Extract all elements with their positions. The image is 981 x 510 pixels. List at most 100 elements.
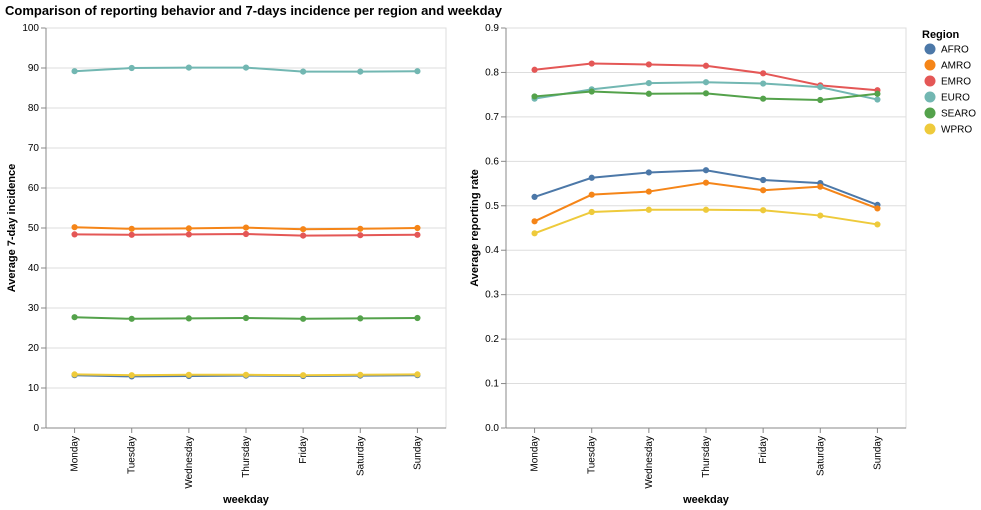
data-point xyxy=(874,90,881,97)
y-tick-label: 100 xyxy=(22,23,39,34)
data-point xyxy=(702,79,710,86)
data-point xyxy=(645,188,652,195)
series-amro xyxy=(531,179,881,225)
legend-item-euro: EURO xyxy=(924,91,970,104)
data-point xyxy=(128,315,135,322)
data-point xyxy=(71,68,78,75)
x-axis-title: weekday xyxy=(222,494,270,506)
series-afro xyxy=(531,167,881,208)
data-point xyxy=(645,90,652,97)
legend-label: AFRO xyxy=(941,45,969,56)
legend-label: EURO xyxy=(941,93,970,104)
data-point xyxy=(242,371,250,378)
data-point xyxy=(645,80,652,87)
data-point xyxy=(702,179,710,186)
x-tick-label: Wednesday xyxy=(184,436,195,489)
data-point xyxy=(242,230,250,238)
x-tick-label: Tuesday xyxy=(587,436,598,474)
data-point xyxy=(300,232,307,239)
data-point xyxy=(874,96,881,103)
legend-label: SEARO xyxy=(941,109,976,120)
y-tick-label: 60 xyxy=(28,183,40,194)
data-point xyxy=(242,314,250,322)
data-point xyxy=(300,372,307,379)
data-point xyxy=(531,66,538,73)
y-tick-label: 0.0 xyxy=(485,423,499,434)
data-point xyxy=(414,371,421,378)
data-point xyxy=(300,226,307,233)
y-tick-label: 30 xyxy=(28,303,40,314)
legend-swatch xyxy=(924,123,936,135)
chart-title: Comparison of reporting behavior and 7-d… xyxy=(5,3,503,18)
series-euro xyxy=(71,64,421,75)
chart-panel-2: 0.0 0.1 0.2 0.3 0.4 0.5 0.6 0.7 0.8 0.9 Monday Tues… xyxy=(469,23,907,506)
data-point xyxy=(874,205,881,212)
data-point xyxy=(357,232,364,239)
data-point xyxy=(242,64,250,71)
y-tick-label: 0.6 xyxy=(485,156,499,167)
data-point xyxy=(702,206,710,213)
legend-item-searo: SEARO xyxy=(924,107,976,120)
y-tick-label: 0 xyxy=(33,423,39,434)
data-point xyxy=(128,231,135,238)
y-axis-title: Average reporting rate xyxy=(469,169,481,287)
series-searo xyxy=(71,314,421,322)
data-point xyxy=(817,212,824,219)
y-tick-label: 0.9 xyxy=(485,23,499,34)
data-point xyxy=(645,206,652,213)
x-tick-label: Tuesday xyxy=(127,436,138,474)
y-tick-label: 90 xyxy=(28,63,40,74)
legend-swatch xyxy=(924,43,936,55)
data-point xyxy=(414,68,421,75)
data-point xyxy=(185,231,192,238)
y-axis-title: Average 7-day incidence xyxy=(6,164,18,293)
data-point xyxy=(300,68,307,75)
x-tick-label: Thursday xyxy=(241,436,252,478)
data-point xyxy=(71,231,78,238)
y-tick-label: 40 xyxy=(28,263,40,274)
legend-swatch xyxy=(924,91,936,103)
data-point xyxy=(588,208,595,216)
data-point xyxy=(588,174,595,181)
data-point xyxy=(300,315,307,322)
y-tick-label: 20 xyxy=(28,343,40,354)
x-tick-label: Sunday xyxy=(872,436,883,470)
series-wpro xyxy=(531,206,881,237)
legend-label: AMRO xyxy=(941,61,971,72)
x-tick-label: Friday xyxy=(298,436,309,464)
data-point xyxy=(71,314,78,321)
data-point xyxy=(760,176,767,184)
y-tick-label: 80 xyxy=(28,103,40,114)
x-tick-label: Thursday xyxy=(701,436,712,478)
data-point xyxy=(242,224,250,231)
y-tick-label: 0.7 xyxy=(485,112,499,123)
legend-label: WPRO xyxy=(941,125,972,136)
legend-label: EMRO xyxy=(941,77,971,88)
data-point xyxy=(357,225,364,232)
y-tick-label: 70 xyxy=(28,143,40,154)
legend-swatch xyxy=(924,107,936,119)
data-point xyxy=(414,231,421,238)
data-point xyxy=(357,68,364,75)
data-point xyxy=(702,62,710,69)
data-point xyxy=(760,80,767,87)
x-tick-label: Friday xyxy=(758,436,769,464)
data-point xyxy=(817,183,824,190)
x-tick-label: Saturday xyxy=(355,436,366,476)
data-point xyxy=(531,193,538,200)
series-wpro xyxy=(71,371,421,379)
legend-item-afro: AFRO xyxy=(924,43,969,56)
data-point xyxy=(817,84,824,91)
legend-title: Region xyxy=(922,29,960,41)
data-point xyxy=(414,314,421,322)
data-point xyxy=(185,315,192,322)
data-point xyxy=(760,95,767,102)
data-point xyxy=(531,93,538,100)
data-point xyxy=(588,88,595,95)
legend-item-wpro: WPRO xyxy=(924,123,972,136)
data-point xyxy=(645,169,652,176)
y-tick-label: 0.3 xyxy=(485,290,499,301)
series-line xyxy=(534,169,878,206)
y-tick-label: 10 xyxy=(28,383,40,394)
